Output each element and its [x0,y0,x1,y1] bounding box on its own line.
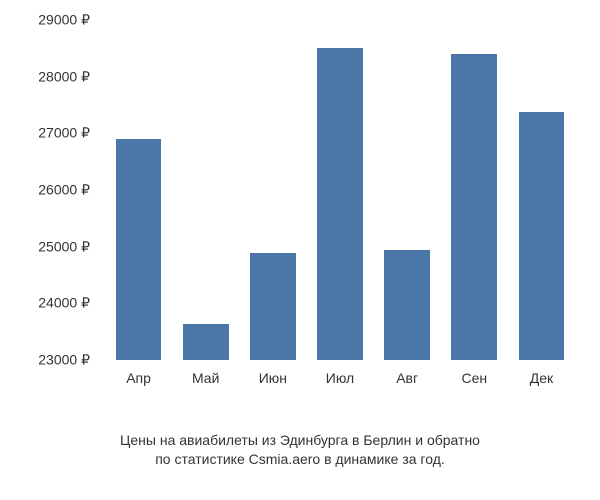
chart-caption: Цены на авиабилеты из Эдинбурга в Берлин… [0,431,600,470]
y-tick-label: 28000 ₽ [38,68,90,85]
x-tick-label: Дек [530,370,553,386]
y-tick-label: 24000 ₽ [38,295,90,312]
y-axis: 23000 ₽24000 ₽25000 ₽26000 ₽27000 ₽28000… [20,20,100,360]
caption-line-1: Цены на авиабилеты из Эдинбурга в Берлин… [120,432,480,448]
caption-line-2: по статистике Csmia.aero в динамике за г… [155,451,445,467]
y-tick-label: 26000 ₽ [38,182,90,199]
x-tick-label: Июн [259,370,287,386]
bar [317,48,363,360]
y-tick-label: 25000 ₽ [38,238,90,255]
bar [519,112,565,360]
x-tick-label: Май [192,370,219,386]
bar [116,139,162,360]
y-tick-label: 27000 ₽ [38,125,90,142]
bar [451,54,497,360]
plot-area [105,20,575,360]
y-tick-label: 29000 ₽ [38,12,90,29]
x-axis: Апр Май Июн Июл Авг Сен Дек [105,370,575,400]
bar [250,253,296,360]
x-tick-label: Июл [326,370,354,386]
y-tick-label: 23000 ₽ [38,352,90,369]
x-tick-label: Апр [126,370,151,386]
bar [384,250,430,361]
x-tick-label: Авг [396,370,418,386]
bar [183,324,229,360]
price-chart: 23000 ₽ 24000 ₽ 25000 ₽ 26000 ₽ 27000 ₽ 28000… [20,20,580,420]
x-tick-label: Сен [461,370,487,386]
